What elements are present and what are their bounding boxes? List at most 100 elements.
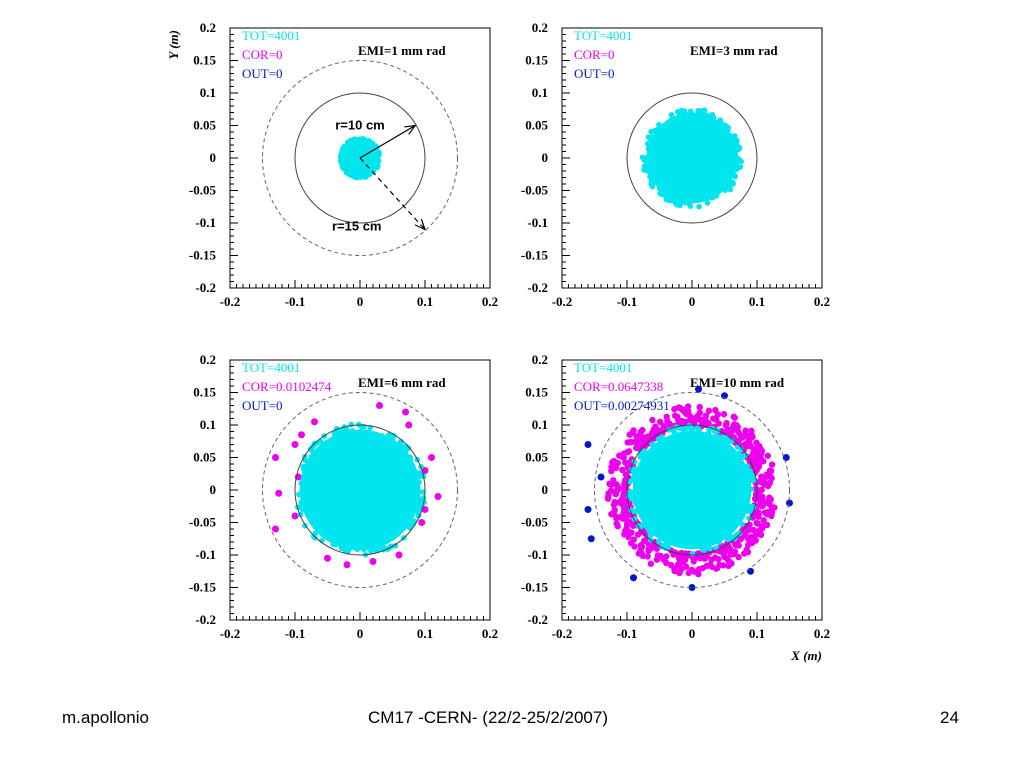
cor-point: [667, 561, 675, 569]
legend-tot: TOT=4001: [574, 360, 632, 375]
tot-point: [669, 189, 676, 196]
tot-point: [701, 107, 708, 114]
cor-point: [647, 560, 655, 567]
footer-page-number: 24: [940, 708, 959, 727]
tot-point: [670, 539, 677, 546]
cor-point: [731, 414, 738, 421]
tot-point: [677, 202, 683, 209]
tot-point: [649, 521, 655, 527]
tot-point: [641, 157, 648, 164]
y-tick-label: -0.15: [521, 248, 549, 263]
tot-point: [653, 127, 660, 134]
dashed-radius-circle: [262, 60, 458, 256]
tot-point: [684, 191, 691, 198]
tot-point: [697, 191, 704, 198]
tot-point: [658, 525, 665, 531]
tot-point: [681, 199, 688, 206]
tot-point: [638, 469, 645, 475]
cor-point: [610, 501, 618, 509]
tot-point: [727, 132, 733, 139]
cor-point: [615, 485, 622, 493]
y-tick-label: 0.15: [525, 53, 548, 68]
tot-point: [647, 160, 654, 166]
tot-point: [387, 439, 393, 445]
dashed-radius-circle: [594, 392, 790, 588]
tot-point: [668, 116, 675, 123]
x-tick-label: 0.2: [482, 294, 498, 309]
tot-point: [415, 489, 422, 495]
tot-point: [663, 445, 669, 452]
cor-point: [607, 487, 615, 494]
out-point: [695, 385, 702, 393]
y-tick-label: 0.05: [525, 450, 548, 465]
out-point: [630, 574, 637, 582]
tot-point: [370, 163, 377, 170]
tot-point: [298, 480, 305, 487]
tot-point: [390, 531, 397, 538]
tot-point: [310, 460, 317, 466]
cor-point: [768, 461, 776, 468]
cor-point: [291, 512, 299, 520]
cor-point: [311, 418, 318, 426]
cor-point: [765, 482, 772, 490]
tot-point: [715, 439, 721, 446]
cor-point: [702, 412, 710, 419]
tot-point: [633, 487, 639, 494]
tot-point: [406, 464, 412, 471]
cor-point: [627, 438, 634, 446]
tot-point: [709, 194, 716, 201]
tot-point: [722, 138, 728, 145]
tot-point: [361, 139, 368, 145]
tot-point: [300, 507, 306, 513]
tot-point: [646, 458, 652, 465]
x-tick-label: 0: [689, 626, 696, 641]
tot-point: [648, 128, 654, 135]
tot-point: [298, 499, 304, 506]
cor-point: [745, 536, 752, 543]
cor-point: [604, 495, 612, 502]
tot-point: [411, 481, 417, 488]
scatter-panel-4: 0.2 0.15 0.1 0.05 0 -0.05 -0.1 -0.15 -0.2 -0.2 -0.…: [521, 352, 830, 663]
tot-point: [735, 500, 741, 506]
cor-point: [291, 441, 299, 448]
tot-point: [736, 146, 742, 153]
tot-point: [308, 446, 314, 452]
legend-out: OUT=0: [242, 398, 283, 413]
tot-point: [726, 151, 732, 158]
tot-point: [650, 139, 657, 146]
cor-point: [754, 450, 762, 457]
tot-point: [382, 537, 389, 544]
tot-point: [723, 528, 729, 534]
cor-point: [618, 495, 626, 503]
tot-point: [727, 449, 733, 456]
y-tick-label: 0.05: [193, 118, 216, 133]
tot-point: [741, 506, 748, 512]
tot-point: [665, 544, 672, 550]
tot-point: [709, 532, 716, 538]
cor-point: [634, 531, 642, 538]
cor-point: [623, 515, 630, 523]
tot-point: [681, 108, 688, 114]
tot-point: [396, 517, 402, 524]
tot-point: [404, 456, 411, 462]
y-tick-label: -0.1: [195, 215, 216, 230]
legend-out: OUT=0.00274931: [574, 398, 670, 413]
tot-point: [415, 512, 422, 519]
x-tick-label: 0.2: [482, 626, 498, 641]
tot-point: [739, 521, 745, 527]
tot-core-fill: [299, 429, 421, 551]
cor-point: [619, 466, 626, 474]
y-tick-label: -0.05: [521, 515, 549, 530]
tot-point: [646, 142, 652, 149]
tot-point: [701, 115, 707, 122]
cor-point: [683, 410, 690, 418]
y-tick-label: 0: [210, 150, 217, 165]
out-point: [782, 454, 790, 461]
y-tick-label: -0.1: [527, 215, 548, 230]
tot-point: [656, 134, 662, 140]
y-tick-label: 0: [542, 482, 549, 497]
y-tick-label: 0.05: [193, 450, 216, 465]
tot-point: [390, 435, 396, 441]
cor-point: [720, 410, 728, 418]
emittance-scatter-figure: 0.2 0.15 0.1 0.05 0 -0.05 -0.1 -0.15 -0.2 -0.2 -0.…: [166, 20, 830, 663]
